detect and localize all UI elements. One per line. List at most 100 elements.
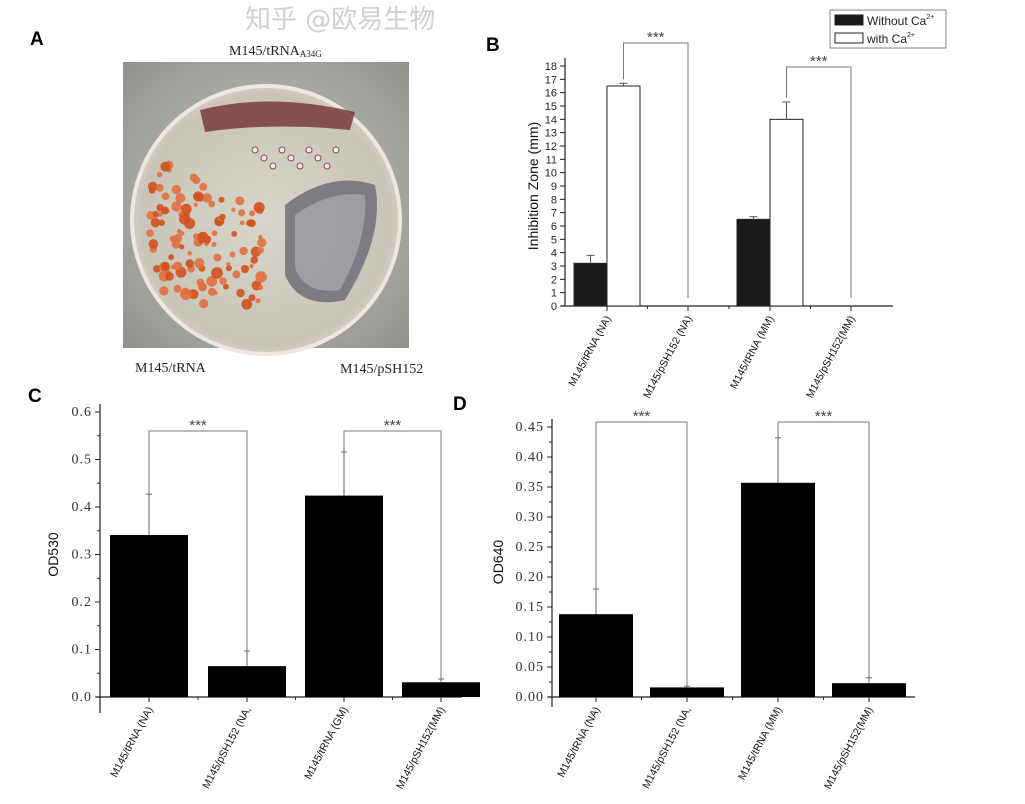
y-tick-label: 0.15 (516, 600, 545, 615)
bar (650, 687, 724, 697)
y-tick-label: 5 (551, 234, 557, 246)
colony (235, 196, 245, 206)
petri-dish-photo (123, 62, 409, 356)
colony (148, 187, 156, 194)
y-axis-label: Inhibition Zone (mm) (525, 122, 541, 250)
colony (208, 200, 216, 208)
colony (226, 261, 231, 267)
bar (208, 666, 286, 697)
significance-bracket (148, 430, 248, 651)
y-tick-label: 0.2 (72, 595, 93, 610)
y-tick-label: 15 (545, 101, 557, 113)
colony (193, 191, 204, 202)
colony (193, 202, 198, 207)
y-tick-label: 0.35 (516, 480, 545, 495)
colony (171, 184, 182, 195)
colony (211, 230, 218, 236)
y-tick-label: 14 (545, 114, 557, 126)
legend: Without Ca2+with Ca2+ (829, 9, 947, 49)
significance-bracket (595, 421, 688, 687)
colony (296, 162, 304, 170)
colony (199, 299, 209, 309)
significance-label: *** (189, 417, 207, 434)
colony (305, 146, 313, 154)
colony (287, 154, 295, 162)
x-tick-label: M145/tRNA (NA) (108, 705, 155, 780)
colony (160, 206, 169, 215)
colony (223, 283, 229, 290)
colony (269, 162, 277, 170)
legend-label-sup: 2+ (926, 14, 934, 21)
colony (332, 146, 340, 154)
y-tick-label: 13 (545, 128, 557, 140)
colony (248, 294, 256, 302)
colony (187, 250, 193, 256)
bar (736, 218, 771, 307)
colony (241, 298, 253, 310)
colony (251, 146, 259, 154)
y-tick-label: 0.45 (516, 420, 545, 435)
y-tick-label: 0.5 (72, 453, 93, 468)
y-tick-label: 10 (545, 168, 557, 180)
panel-letter-c: C (28, 386, 42, 407)
x-tick-label: M145/pSH152(MM) (822, 705, 876, 792)
colony (249, 210, 256, 217)
y-tick-label: 6 (551, 221, 557, 233)
colony (198, 239, 204, 244)
colony (231, 230, 238, 237)
legend-label-sup: 2+ (907, 32, 915, 39)
y-tick-label: 0.40 (516, 450, 545, 465)
y-tick-label: 18 (545, 61, 557, 73)
legend-label-text: with Ca (866, 32, 907, 46)
y-tick-label: 0.10 (516, 630, 545, 645)
colony (239, 246, 248, 256)
colony (238, 209, 246, 217)
y-tick-label: 7 (551, 208, 557, 220)
y-tick-label: 0.20 (516, 570, 545, 585)
colony (213, 290, 218, 295)
y-tick-label: 1 (551, 288, 557, 300)
colony (255, 298, 261, 304)
bar (559, 614, 633, 697)
bar (110, 535, 188, 697)
colony (159, 286, 169, 296)
label-m145-trna: M145/tRNA (135, 361, 207, 376)
panel-letter-b: B (486, 35, 500, 56)
colony (160, 161, 171, 172)
colony (175, 193, 186, 204)
y-tick-label: 0.0 (72, 690, 93, 705)
colony (314, 154, 322, 162)
colony (153, 264, 161, 273)
legend-swatch (834, 14, 864, 26)
colony (148, 239, 159, 249)
colony (176, 229, 182, 234)
x-tick-label: M145/tRNA (MM) (728, 314, 777, 391)
colony (181, 203, 192, 215)
colony (161, 192, 170, 201)
significance-label: *** (810, 53, 828, 70)
y-tick-label: 3 (551, 261, 557, 273)
colony (323, 162, 331, 170)
colony (213, 253, 222, 262)
colony (171, 201, 182, 212)
colony (211, 241, 217, 247)
colony (185, 259, 194, 268)
y-tick-label: 9 (551, 181, 557, 193)
colony (158, 219, 165, 227)
y-tick-label: 0.00 (516, 690, 545, 705)
colony (225, 265, 232, 272)
label-m145-psh152: M145/pSH152 (340, 362, 423, 377)
colony (173, 261, 183, 271)
y-tick-label: 0 (551, 301, 557, 313)
panel-letter-a: A (30, 29, 44, 50)
significance-bracket (786, 66, 852, 298)
y-tick-label: 17 (545, 74, 557, 86)
colony (150, 217, 161, 228)
colony (250, 256, 259, 264)
x-tick-label: M145/pSH152(MM) (394, 705, 448, 792)
colony (257, 246, 264, 254)
x-tick-label: M145/tRNA (NA) (566, 314, 613, 389)
y-tick-label: 0.25 (516, 540, 545, 555)
colony (246, 219, 254, 227)
